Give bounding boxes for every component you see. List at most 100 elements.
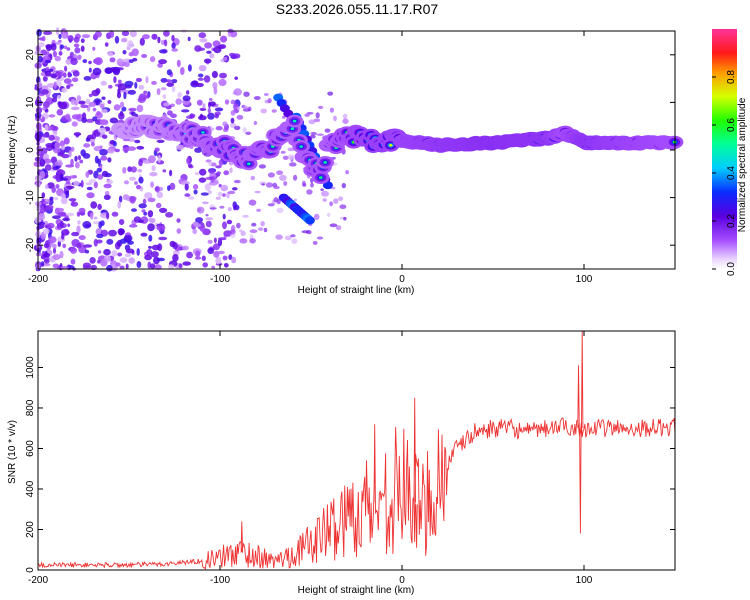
spectrogram-speckle (203, 75, 211, 83)
spectrogram-speckle (158, 59, 168, 65)
spectrogram-speckle (137, 219, 144, 224)
spectrogram-speckle (245, 131, 252, 135)
spectrogram-speckle (138, 159, 143, 167)
spectrogram-speckle (242, 126, 247, 133)
spectrogram-speckle (117, 200, 121, 209)
spectrogram-speckle (43, 51, 50, 56)
spectrogram-speckle (212, 82, 218, 89)
spectrogram-speckle (163, 39, 168, 47)
spectrogram-speckle (70, 258, 76, 265)
snr-frame (37, 330, 676, 571)
spectrogram-speckle (145, 76, 149, 84)
spectrogram-speckle (50, 156, 58, 164)
spectrogram-speckle (310, 131, 317, 136)
spectrogram-speckle (128, 257, 135, 264)
spectrogram-speckle (82, 153, 91, 159)
spectrogram-speckle (71, 200, 75, 207)
spectrogram-speckle (104, 42, 109, 47)
spectrogram-speckle (217, 238, 223, 247)
spectrogram-speckle (149, 217, 156, 224)
spectrogram-speckle (138, 203, 147, 209)
spectrogram-speckle (92, 116, 98, 122)
snr-series-line (38, 331, 675, 570)
spectrogram-speckle (130, 166, 137, 173)
spectrogram-speckle (80, 38, 85, 43)
spectrogram-speckle (215, 126, 223, 131)
spectrogram-speckle (75, 161, 80, 169)
spectrogram-speckle (72, 175, 77, 179)
spectrogram-speckle (105, 190, 110, 196)
spectrogram-speckle (333, 115, 337, 122)
spectrogram-speckle (125, 248, 135, 254)
spectrogram-speckle (232, 187, 238, 191)
spectrogram-speckle (113, 104, 121, 111)
spectrogram-speckle (48, 236, 57, 244)
spectrogram-speckle (192, 229, 198, 235)
spectrogram-speckle (70, 247, 77, 254)
spectrogram-speckle (329, 223, 338, 228)
spectrogram-speckle (117, 83, 127, 91)
spectrogram-speckle (54, 161, 64, 167)
spectrogram-speckle (276, 170, 284, 175)
spectrogram-speckle (48, 134, 55, 141)
spectrogram-speckle (124, 149, 128, 153)
spectrogram-speckle (219, 72, 227, 79)
spectrogram-speckle (338, 196, 344, 201)
spectrogram-speckle (43, 243, 50, 249)
spectrogram-speckle (171, 85, 176, 93)
spectrogram-speckle (85, 137, 90, 142)
spectrogram-speckle (109, 30, 115, 38)
spectrogram-speckle (40, 224, 45, 229)
spectrogram-speckle (136, 104, 144, 113)
spectrogram-speckle (205, 217, 213, 221)
spectrogram-speckle (113, 76, 117, 84)
spectrogram-speckle (92, 67, 102, 76)
spectrogram-speckle (192, 184, 199, 190)
spectrogram-speckle (232, 91, 238, 95)
spectrogram-speckle (97, 174, 104, 180)
spectrogram-speckle (167, 185, 171, 192)
spectrogram-speckle (129, 224, 138, 228)
spectrogram-speckle (242, 214, 249, 218)
spectrogram-speckle (172, 254, 179, 262)
spectrogram-speckle (127, 89, 136, 95)
spectrogram-speckle (95, 99, 101, 106)
spectrogram-speckle (122, 167, 127, 174)
spectrogram-speckle (204, 183, 211, 191)
spectrogram-speckle (147, 223, 155, 232)
spectrogram-speckle (203, 58, 212, 64)
spectrogram-speckle (207, 107, 211, 114)
spectrogram-speckle (275, 234, 283, 240)
spectrogram-speckle (70, 146, 75, 152)
snr-panel: -200 -100 0 100 0 200 400 600 800 1000 Height of… (7, 330, 676, 596)
spectrogram-speckle (107, 51, 114, 57)
spectrogram-speckle (157, 243, 163, 252)
spectrogram-speckle (88, 101, 97, 107)
spectrogram-speckle (227, 190, 236, 195)
spectrogram-speckle (205, 220, 212, 228)
spectrogram-speckle (103, 248, 111, 256)
spectrogram-speckle (273, 185, 280, 190)
spectrogram-speckle (267, 98, 272, 104)
spectrogram-speckle (83, 143, 91, 148)
spectrogram-speckle (166, 82, 174, 87)
spectrogram-speckle (148, 245, 152, 249)
spectrogram-speckle (67, 223, 71, 227)
spectrogram-cell (323, 161, 328, 164)
spectrogram-speckle (78, 100, 86, 105)
spectrogram-speckle (207, 239, 213, 244)
spectrogram-speckle (81, 34, 91, 39)
spectrogram-speckle (78, 207, 86, 214)
spectrogram-speckle (74, 99, 79, 106)
spectrogram-speckle (169, 182, 176, 190)
spectrogram-speckle (108, 84, 113, 89)
spectrogram-speckle (206, 50, 212, 54)
spectrogram-speckle (88, 60, 92, 65)
spectrogram-speckle (283, 181, 288, 186)
spectrogram-speckle (53, 81, 57, 90)
spectrogram-speckle (187, 36, 191, 42)
spectrogram-speckle (199, 168, 207, 176)
spectrogram-speckle (103, 183, 112, 189)
spectrogram-speckle (41, 116, 46, 123)
spectrogram-speckle (45, 66, 50, 72)
